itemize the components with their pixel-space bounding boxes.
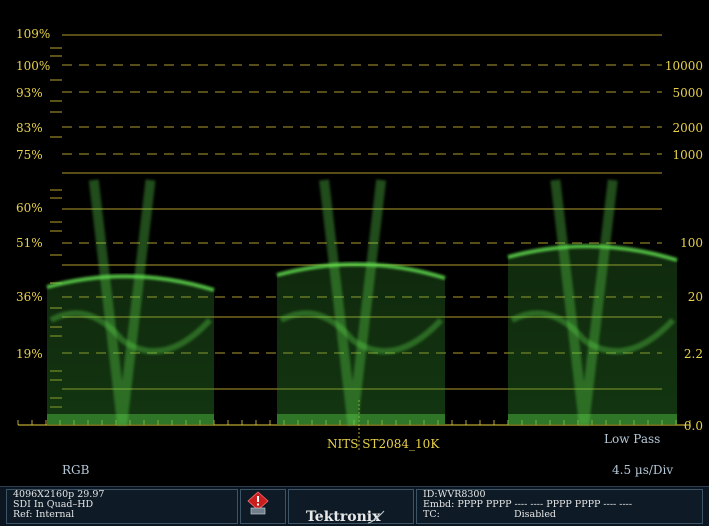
instrument-id: ID:WVR8300 — [423, 489, 486, 500]
nits-label-10000: 10000 — [664, 59, 703, 73]
scale-label-36: 36% — [16, 290, 43, 304]
waveform-trace-3 — [507, 179, 678, 426]
timecode-label: TC: — [423, 509, 440, 520]
logo-swoosh-icon — [367, 510, 385, 524]
embedded-audio-status: Embd: PPPP PPPP ---- ---- PPPP PPPP ----… — [423, 499, 633, 510]
nits-label-2000: 2000 — [672, 121, 703, 135]
timecode-status: Disabled — [514, 509, 557, 520]
signal-format-panel[interactable] — [6, 489, 238, 524]
scale-label-60: 60% — [16, 201, 43, 215]
trace-top-edge — [276, 262, 446, 280]
waveform-graticule — [17, 34, 691, 450]
trace-band — [279, 310, 444, 355]
nits-label-5000: 5000 — [672, 86, 703, 100]
alarm-panel[interactable] — [240, 489, 286, 524]
sweep-label: 4.5 µs/Div — [612, 463, 674, 477]
trace-band — [510, 310, 676, 355]
trace-floor — [508, 414, 677, 424]
scale-label-100: 100% — [16, 59, 51, 73]
trace-top-edge — [507, 244, 678, 262]
trace-top-edge — [46, 274, 215, 292]
scale-label-93: 93% — [16, 86, 43, 100]
trace-band — [49, 310, 213, 355]
nits-label-2-2: 2.2 — [683, 347, 703, 361]
scale-label-19: 19% — [16, 347, 43, 361]
scale-label-109: 109% — [16, 27, 51, 41]
filter-label: Low Pass — [604, 432, 661, 446]
nits-label-20: 20 — [687, 290, 703, 304]
signal-input: SDI In Quad–HD — [13, 499, 94, 510]
waveform-trace-1 — [46, 179, 215, 426]
signal-format: 4096X2160p 29.97 — [13, 489, 105, 500]
scale-label-75: 75% — [16, 148, 43, 162]
status-bar — [0, 486, 709, 526]
waveform-trace-2 — [276, 179, 446, 426]
trace-spike — [319, 179, 387, 426]
brand-panel — [288, 489, 414, 524]
scale-label-51: 51% — [16, 236, 43, 250]
nits-label-0: 0.0 — [683, 419, 703, 433]
scale-label-83: 83% — [16, 121, 43, 135]
nits-label-1000: 1000 — [672, 148, 703, 162]
alarm-icon[interactable] — [247, 491, 269, 515]
color-space-label: RGB — [62, 463, 90, 477]
reference-source: Ref: Internal — [13, 509, 75, 520]
trace-floor — [47, 414, 214, 424]
nits-label-100: 100 — [680, 236, 703, 250]
trace-floor — [277, 414, 445, 424]
waveform-display: 109% 100% 93% 83% 75% 60% 51% 36% 19% 10… — [16, 27, 703, 477]
brand-logo: Tektronix — [306, 509, 381, 525]
trace-spike — [550, 179, 618, 426]
trace-spike — [88, 179, 156, 426]
curve-label: NITS ST2084_10K — [327, 437, 440, 451]
instrument-status-panel[interactable] — [416, 489, 703, 524]
